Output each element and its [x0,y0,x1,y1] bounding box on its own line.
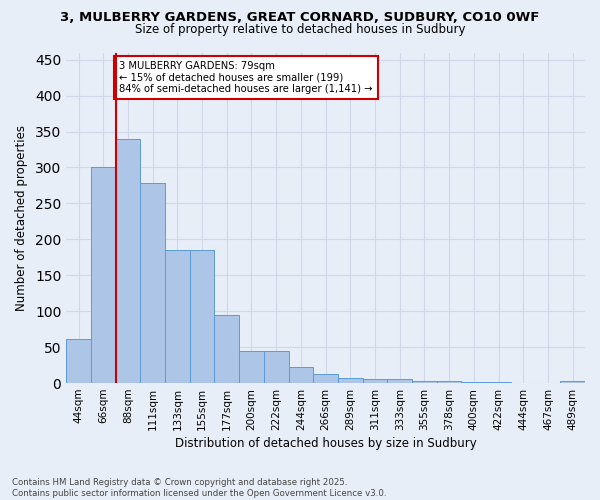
Bar [338,378,362,383]
Bar [91,167,116,383]
Bar [264,350,289,383]
Bar [412,381,437,383]
Bar [313,374,338,383]
Bar [560,381,585,383]
Bar [165,250,190,383]
Bar [116,138,140,383]
Bar [362,380,388,383]
Bar [461,382,486,383]
Bar [239,350,264,383]
Bar [486,382,511,383]
Bar [437,381,461,383]
Text: 3, MULBERRY GARDENS, GREAT CORNARD, SUDBURY, CO10 0WF: 3, MULBERRY GARDENS, GREAT CORNARD, SUDB… [61,11,539,24]
Bar [214,315,239,383]
Bar [140,184,165,383]
Bar [190,250,214,383]
Text: 3 MULBERRY GARDENS: 79sqm
← 15% of detached houses are smaller (199)
84% of semi: 3 MULBERRY GARDENS: 79sqm ← 15% of detac… [119,61,373,94]
X-axis label: Distribution of detached houses by size in Sudbury: Distribution of detached houses by size … [175,437,476,450]
Bar [388,380,412,383]
Bar [289,368,313,383]
Text: Size of property relative to detached houses in Sudbury: Size of property relative to detached ho… [135,22,465,36]
Bar [66,338,91,383]
Text: Contains HM Land Registry data © Crown copyright and database right 2025.
Contai: Contains HM Land Registry data © Crown c… [12,478,386,498]
Y-axis label: Number of detached properties: Number of detached properties [15,125,28,311]
